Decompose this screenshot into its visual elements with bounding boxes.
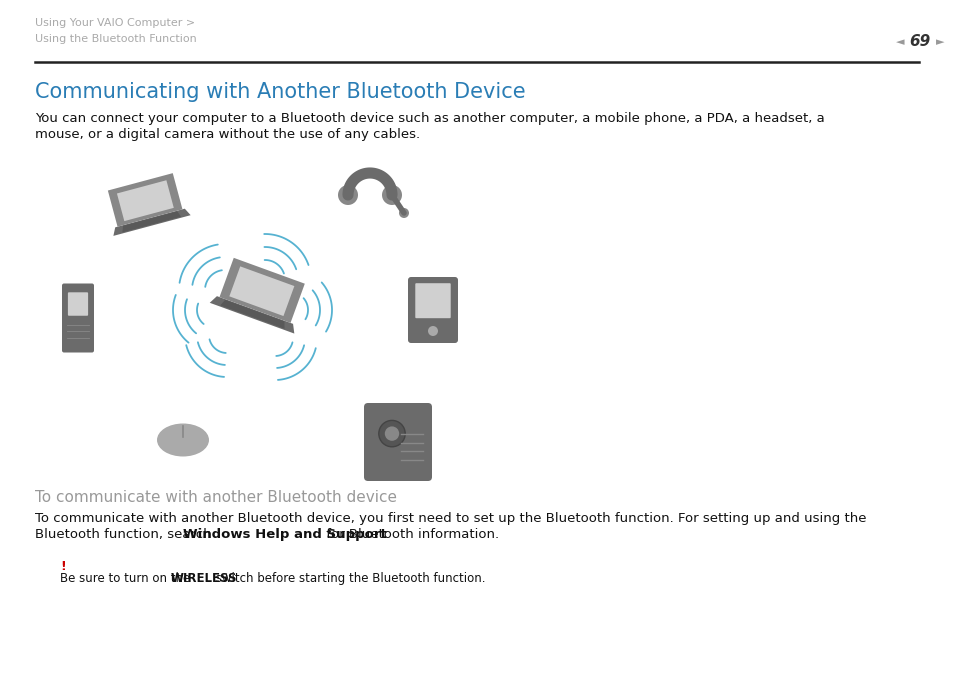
Text: You can connect your computer to a Bluetooth device such as another computer, a : You can connect your computer to a Bluet… — [35, 112, 824, 125]
Text: WIRELESS: WIRELESS — [171, 572, 236, 585]
Polygon shape — [210, 296, 294, 334]
Text: 69: 69 — [908, 34, 929, 49]
Circle shape — [384, 427, 398, 441]
Circle shape — [337, 185, 357, 205]
Text: Using Your VAIO Computer >: Using Your VAIO Computer > — [35, 18, 195, 28]
Polygon shape — [108, 173, 182, 226]
Text: for Bluetooth information.: for Bluetooth information. — [322, 528, 498, 541]
Text: ◄: ◄ — [895, 37, 903, 47]
Polygon shape — [117, 180, 173, 221]
Circle shape — [428, 326, 437, 336]
Text: Bluetooth function, search: Bluetooth function, search — [35, 528, 215, 541]
Text: Communicating with Another Bluetooth Device: Communicating with Another Bluetooth Dev… — [35, 82, 525, 102]
Ellipse shape — [157, 423, 209, 456]
FancyBboxPatch shape — [62, 284, 94, 353]
Circle shape — [398, 208, 409, 218]
Text: switch before starting the Bluetooth function.: switch before starting the Bluetooth fun… — [212, 572, 485, 585]
Text: ►: ► — [935, 37, 943, 47]
Circle shape — [378, 421, 405, 447]
FancyBboxPatch shape — [364, 403, 432, 481]
Text: Using the Bluetooth Function: Using the Bluetooth Function — [35, 34, 196, 44]
Polygon shape — [229, 266, 294, 316]
Polygon shape — [220, 300, 284, 329]
Text: To communicate with another Bluetooth device: To communicate with another Bluetooth de… — [35, 490, 396, 505]
Polygon shape — [122, 211, 181, 233]
Text: !: ! — [60, 560, 66, 573]
Polygon shape — [113, 209, 191, 236]
FancyBboxPatch shape — [415, 283, 450, 318]
Circle shape — [381, 185, 401, 205]
Text: Windows Help and Support: Windows Help and Support — [183, 528, 387, 541]
Polygon shape — [219, 258, 305, 323]
Text: To communicate with another Bluetooth device, you first need to set up the Bluet: To communicate with another Bluetooth de… — [35, 512, 865, 525]
Text: mouse, or a digital camera without the use of any cables.: mouse, or a digital camera without the u… — [35, 128, 419, 141]
FancyBboxPatch shape — [68, 293, 88, 315]
FancyBboxPatch shape — [408, 277, 457, 343]
Text: Be sure to turn on the: Be sure to turn on the — [60, 572, 193, 585]
